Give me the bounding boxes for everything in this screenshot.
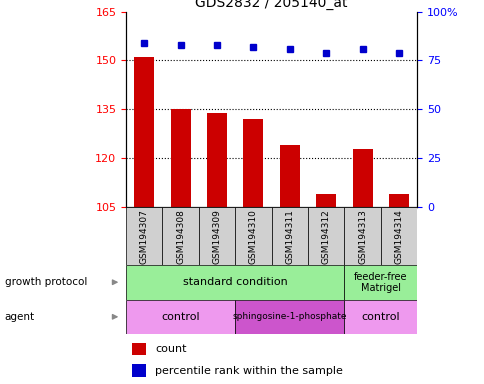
Text: growth protocol: growth protocol xyxy=(5,277,87,287)
Text: GSM194307: GSM194307 xyxy=(139,209,149,263)
Bar xyxy=(126,300,235,334)
Bar xyxy=(279,146,299,207)
Text: GSM194313: GSM194313 xyxy=(357,209,366,263)
Text: feeder-free
Matrigel: feeder-free Matrigel xyxy=(353,272,407,293)
Text: GSM194314: GSM194314 xyxy=(393,209,403,263)
Title: GDS2832 / 205140_at: GDS2832 / 205140_at xyxy=(195,0,347,10)
Text: count: count xyxy=(155,344,186,354)
Bar xyxy=(344,265,416,300)
Bar xyxy=(344,300,416,334)
Text: percentile rank within the sample: percentile rank within the sample xyxy=(155,366,342,376)
Bar xyxy=(271,207,307,265)
Bar xyxy=(134,57,154,207)
Text: GSM194312: GSM194312 xyxy=(321,209,330,263)
Bar xyxy=(352,149,372,207)
Bar xyxy=(243,119,263,207)
Bar xyxy=(235,300,344,334)
Bar xyxy=(307,207,344,265)
Text: GSM194308: GSM194308 xyxy=(176,209,185,263)
Bar xyxy=(170,109,190,207)
Bar xyxy=(132,343,146,356)
Bar xyxy=(162,207,198,265)
Bar xyxy=(126,207,162,265)
Bar xyxy=(235,207,271,265)
Text: standard condition: standard condition xyxy=(182,277,287,287)
Text: GSM194309: GSM194309 xyxy=(212,209,221,263)
Text: GSM194311: GSM194311 xyxy=(285,209,294,263)
Bar xyxy=(380,207,416,265)
Text: sphingosine-1-phosphate: sphingosine-1-phosphate xyxy=(232,312,347,321)
Bar xyxy=(344,207,380,265)
Bar xyxy=(388,194,408,207)
Text: control: control xyxy=(161,312,199,322)
Bar xyxy=(198,207,235,265)
Bar xyxy=(207,113,227,207)
Bar xyxy=(126,265,344,300)
Text: control: control xyxy=(361,312,399,322)
Text: agent: agent xyxy=(5,312,35,322)
Bar xyxy=(316,194,335,207)
Text: GSM194310: GSM194310 xyxy=(248,209,257,263)
Bar xyxy=(132,364,146,377)
